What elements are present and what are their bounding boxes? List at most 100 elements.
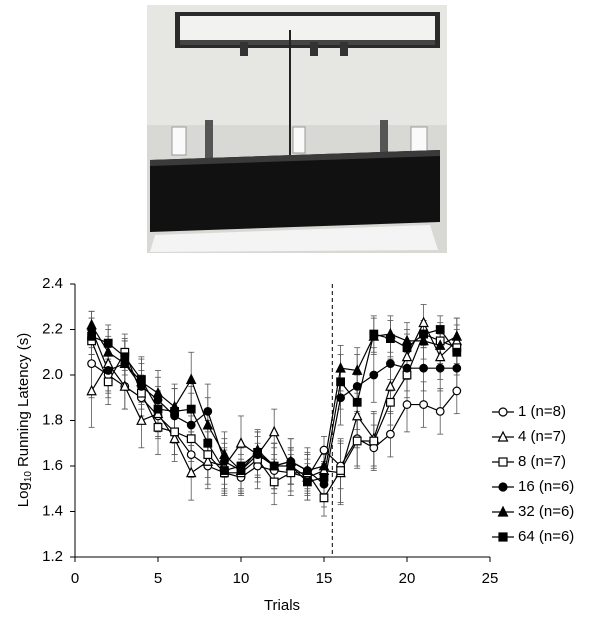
marker [303, 477, 312, 487]
marker [87, 331, 97, 341]
marker [120, 352, 130, 362]
marker [86, 318, 97, 330]
marker [369, 370, 379, 380]
marker [170, 427, 180, 437]
photo-overhead-panel [180, 16, 435, 44]
marker [402, 363, 412, 373]
photo-box [150, 150, 440, 232]
marker [386, 359, 395, 369]
x-tick-label: 0 [71, 570, 79, 587]
marker [386, 334, 395, 343]
marker [119, 357, 131, 369]
marker [369, 436, 379, 446]
marker [435, 363, 445, 373]
marker [235, 437, 247, 448]
marker [87, 359, 96, 369]
marker [185, 466, 197, 478]
marker [152, 387, 164, 398]
x-axis-label: Trials [264, 597, 300, 614]
marker [102, 346, 114, 357]
marker [203, 450, 213, 460]
marker [351, 409, 363, 421]
marker [286, 461, 296, 471]
legend-label: 64 (n=6) [518, 528, 574, 545]
marker [136, 414, 147, 425]
legend-marker [498, 407, 508, 417]
legend-marker [497, 430, 509, 442]
marker [351, 364, 363, 375]
marker [302, 464, 313, 475]
marker [319, 445, 329, 455]
x-tick-label: 20 [399, 570, 416, 587]
photo-sensor [240, 42, 248, 56]
legend-label: 16 (n=6) [518, 478, 574, 495]
marker [336, 393, 346, 403]
marker [153, 404, 163, 414]
marker [419, 329, 428, 339]
marker [86, 384, 97, 396]
x-tick-label: 5 [154, 570, 162, 587]
marker [335, 362, 346, 373]
marker [419, 400, 429, 409]
y-tick-label: 1.2 [42, 548, 63, 565]
y-axis-label: Log10 Running Latency (s) [15, 333, 34, 507]
marker [352, 381, 362, 391]
marker [202, 455, 214, 466]
marker [418, 316, 429, 328]
photo-post [380, 120, 388, 160]
marker [318, 459, 330, 471]
marker [103, 377, 113, 387]
marker [153, 422, 163, 432]
marker [186, 450, 196, 460]
marker [419, 363, 429, 373]
marker [435, 407, 445, 416]
marker [386, 397, 395, 407]
legend-label: 4 (n=7) [518, 428, 566, 445]
apparatus-photo [147, 5, 447, 253]
marker [103, 338, 113, 348]
marker [434, 339, 446, 350]
marker [386, 429, 395, 439]
y-label-base: Log [15, 482, 32, 507]
marker [137, 375, 146, 384]
marker [319, 493, 329, 503]
marker [452, 347, 462, 357]
photo-sensor [310, 42, 318, 56]
x-tick-label: 10 [233, 570, 250, 587]
marker [269, 477, 279, 487]
marker [220, 466, 229, 475]
marker [402, 343, 412, 353]
photo-rail [180, 40, 435, 45]
marker [103, 366, 113, 375]
marker [385, 380, 396, 391]
y-tick-label: 2.0 [42, 366, 63, 383]
marker [186, 420, 196, 430]
y-tick-label: 1.6 [42, 457, 63, 474]
marker [352, 436, 362, 446]
marker [202, 418, 214, 430]
x-tick-label: 25 [482, 570, 499, 587]
marker [203, 438, 213, 448]
photo-door [292, 126, 306, 154]
photo-door [171, 126, 187, 156]
marker [253, 447, 263, 457]
marker [119, 380, 131, 391]
photo-sensor [340, 42, 348, 56]
y-tick-label: 2.2 [42, 320, 63, 337]
marker [452, 386, 462, 396]
legend-label: 8 (n=7) [518, 453, 566, 470]
photo-post [205, 120, 213, 160]
marker [434, 350, 446, 362]
legend-label: 1 (n=8) [518, 403, 566, 420]
marker [369, 329, 379, 339]
marker [336, 466, 345, 475]
marker [418, 334, 429, 346]
y-label-subscript: 10 [23, 471, 34, 483]
marker [236, 461, 246, 471]
marker [170, 407, 180, 416]
marker [203, 407, 213, 416]
marker [451, 330, 463, 341]
legend-marker [497, 505, 509, 517]
marker [401, 350, 413, 362]
